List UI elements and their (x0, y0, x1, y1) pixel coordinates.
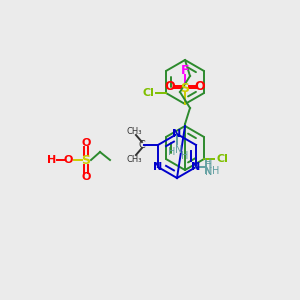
Text: O: O (81, 138, 91, 148)
Text: O: O (165, 80, 175, 94)
Text: H: H (47, 155, 57, 165)
Text: N: N (191, 162, 201, 172)
Text: S: S (181, 82, 190, 94)
Text: H: H (168, 147, 176, 157)
Text: H: H (212, 166, 220, 176)
Text: O: O (81, 172, 91, 182)
Text: CH₃: CH₃ (126, 154, 142, 164)
Text: N: N (172, 129, 182, 139)
Text: H: H (181, 151, 189, 161)
Text: Cl: Cl (216, 154, 228, 164)
Text: O: O (195, 80, 205, 94)
Text: N: N (175, 145, 183, 155)
Text: Cl: Cl (142, 88, 154, 98)
Text: C: C (139, 140, 145, 150)
Text: N: N (204, 166, 212, 176)
Text: F: F (181, 64, 189, 77)
Text: S: S (82, 154, 91, 166)
Text: H: H (204, 158, 212, 168)
Text: CH₃: CH₃ (126, 127, 142, 136)
Text: H: H (205, 160, 212, 170)
Text: N: N (205, 167, 212, 177)
Text: O: O (63, 155, 73, 165)
Text: N: N (153, 162, 163, 172)
